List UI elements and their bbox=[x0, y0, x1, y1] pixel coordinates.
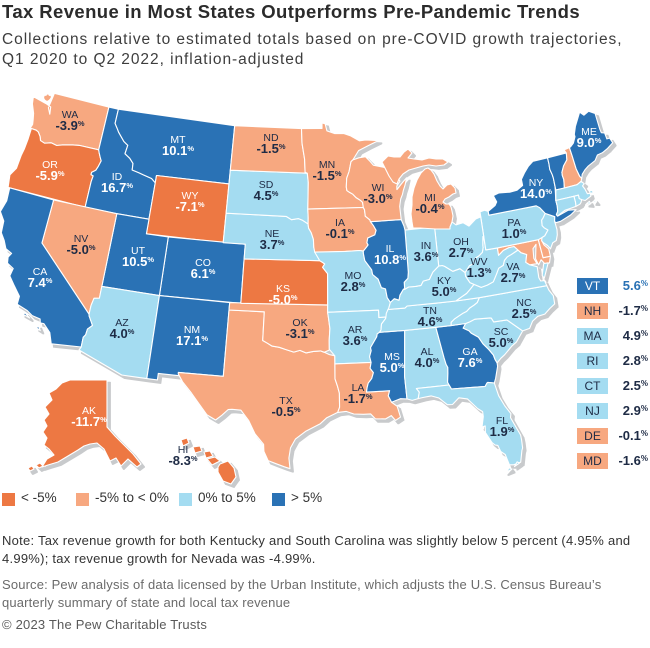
svg-text:-0.4%: -0.4% bbox=[415, 201, 444, 216]
svg-text:OR: OR bbox=[42, 159, 58, 171]
svg-text:GA: GA bbox=[462, 346, 477, 358]
svg-text:OH: OH bbox=[453, 236, 469, 248]
svg-text:IN: IN bbox=[421, 240, 432, 252]
svg-text:-5.0%: -5.0% bbox=[268, 292, 297, 307]
svg-text:NM: NM bbox=[184, 324, 200, 336]
svg-text:KY: KY bbox=[437, 275, 451, 287]
svg-text:VA: VA bbox=[506, 261, 519, 273]
svg-text:IA: IA bbox=[335, 217, 345, 229]
svg-text:HI: HI bbox=[178, 444, 189, 456]
svg-text:16.7%: 16.7% bbox=[101, 180, 133, 195]
svg-text:-1.5%: -1.5% bbox=[312, 168, 341, 183]
svg-text:10.1%: 10.1% bbox=[162, 143, 194, 158]
svg-text:NV: NV bbox=[74, 233, 89, 245]
svg-text:OK: OK bbox=[292, 317, 307, 329]
svg-text:NE: NE bbox=[265, 228, 280, 240]
svg-text:17.1%: 17.1% bbox=[176, 333, 208, 348]
svg-text:-8.3%: -8.3% bbox=[168, 453, 197, 468]
svg-text:MO: MO bbox=[345, 270, 362, 282]
svg-text:-3.9%: -3.9% bbox=[55, 118, 84, 133]
svg-text:PA: PA bbox=[507, 217, 520, 229]
svg-text:IL: IL bbox=[386, 243, 395, 255]
svg-text:CA: CA bbox=[33, 266, 48, 278]
svg-text:WA: WA bbox=[62, 109, 79, 121]
svg-text:LA: LA bbox=[352, 382, 365, 394]
svg-text:NC: NC bbox=[516, 297, 532, 309]
svg-text:WV: WV bbox=[471, 256, 488, 268]
svg-text:AR: AR bbox=[348, 324, 363, 336]
svg-text:CO: CO bbox=[195, 257, 211, 269]
svg-text:SC: SC bbox=[494, 326, 509, 338]
svg-text:TX: TX bbox=[279, 395, 292, 407]
svg-text:-3.1%: -3.1% bbox=[285, 326, 314, 341]
svg-text:UT: UT bbox=[131, 245, 146, 257]
svg-text:SD: SD bbox=[259, 179, 274, 191]
svg-text:-5.0%: -5.0% bbox=[66, 242, 95, 257]
svg-text:ID: ID bbox=[112, 171, 123, 183]
svg-text:MI: MI bbox=[424, 192, 436, 204]
svg-text:-1.5%: -1.5% bbox=[256, 141, 285, 156]
svg-text:-7.1%: -7.1% bbox=[175, 199, 204, 214]
svg-text:MT: MT bbox=[170, 134, 186, 146]
svg-text:ME: ME bbox=[581, 126, 597, 138]
svg-text:MS: MS bbox=[384, 351, 400, 363]
svg-text:10.5%: 10.5% bbox=[122, 254, 154, 269]
svg-text:AK: AK bbox=[82, 405, 96, 417]
svg-text:-0.1%: -0.1% bbox=[325, 226, 354, 241]
svg-text:-11.7%: -11.7% bbox=[71, 414, 107, 429]
svg-text:-0.5%: -0.5% bbox=[271, 404, 300, 419]
svg-text:14.0%: 14.0% bbox=[520, 186, 552, 201]
svg-text:ND: ND bbox=[263, 132, 279, 144]
svg-text:WY: WY bbox=[182, 190, 199, 202]
svg-text:-3.0%: -3.0% bbox=[363, 191, 392, 206]
svg-text:-1.7%: -1.7% bbox=[343, 391, 372, 406]
svg-text:10.8%: 10.8% bbox=[374, 252, 406, 267]
svg-text:TN: TN bbox=[423, 305, 437, 317]
svg-text:KS: KS bbox=[276, 283, 290, 295]
svg-text:-5.9%: -5.9% bbox=[35, 168, 64, 183]
svg-text:NY: NY bbox=[529, 177, 544, 189]
svg-text:FL: FL bbox=[496, 415, 508, 427]
svg-text:MN: MN bbox=[319, 159, 335, 171]
svg-text:AZ: AZ bbox=[115, 317, 129, 329]
svg-text:WI: WI bbox=[372, 182, 385, 194]
svg-text:AL: AL bbox=[421, 346, 434, 358]
